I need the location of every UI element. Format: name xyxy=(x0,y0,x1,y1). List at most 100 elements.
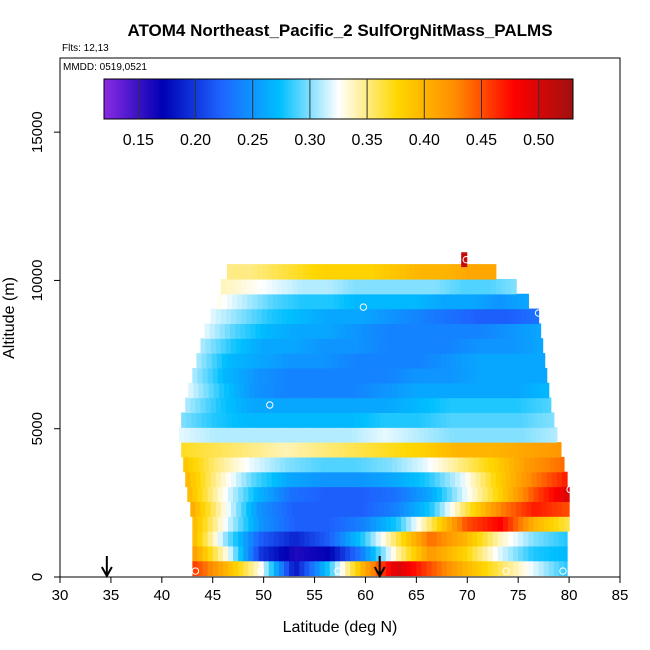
heatmap-cell xyxy=(564,531,568,547)
heatmap-cell xyxy=(192,516,199,532)
heatmap-cell xyxy=(341,382,347,399)
heatmap-cell xyxy=(385,486,392,502)
heatmap-cell xyxy=(404,471,410,488)
heatmap-cell xyxy=(370,545,377,562)
heatmap-cell xyxy=(207,367,214,384)
heatmap-cell xyxy=(268,516,275,532)
heatmap-cell xyxy=(557,442,562,458)
heatmap-cell xyxy=(525,427,531,443)
heatmap-cell xyxy=(461,293,467,310)
heatmap-cell xyxy=(517,442,523,458)
heatmap-cell xyxy=(548,545,555,562)
heatmap-cell xyxy=(302,501,309,517)
heatmap-cell xyxy=(536,501,543,517)
heatmap-cell xyxy=(384,353,391,369)
heatmap-cell xyxy=(558,486,565,502)
heatmap-cell xyxy=(340,531,346,547)
heatmap-cell xyxy=(417,456,424,473)
heatmap-cell xyxy=(450,353,457,369)
heatmap-cell xyxy=(258,367,265,384)
heatmap-cell xyxy=(267,412,274,428)
heatmap-cell xyxy=(344,442,350,458)
heatmap-cell xyxy=(431,531,438,547)
heatmap-cell xyxy=(439,308,446,325)
heatmap-cell xyxy=(209,427,216,443)
heatmap-cell xyxy=(308,264,315,280)
heatmap-cell xyxy=(380,367,387,384)
heatmap-cell xyxy=(231,338,237,354)
heatmap-cell xyxy=(396,545,402,562)
heatmap-cell xyxy=(214,323,221,339)
heatmap-cell xyxy=(466,442,472,458)
heatmap-cell xyxy=(466,264,472,280)
heatmap-cell xyxy=(237,442,243,458)
heatmap-cell xyxy=(426,531,433,547)
heatmap-cell xyxy=(191,412,198,428)
heatmap-cell xyxy=(348,501,354,517)
heatmap-cell xyxy=(460,308,466,325)
heatmap-cell xyxy=(303,353,310,369)
heatmap-cell xyxy=(431,486,438,502)
heatmap-cell xyxy=(268,560,275,577)
heatmap-cell xyxy=(288,353,294,369)
heatmap-cell xyxy=(350,367,356,384)
heatmap-cell xyxy=(396,516,402,532)
heatmap-cell xyxy=(326,323,333,339)
heatmap-cell xyxy=(532,353,539,369)
dates-label: MMDD: 0519,0521 xyxy=(63,62,147,73)
heatmap-cell xyxy=(482,486,489,502)
heatmap-cell xyxy=(490,397,497,413)
heatmap-cell xyxy=(409,338,415,354)
heatmap-cell xyxy=(512,412,518,428)
heatmap-cell xyxy=(500,397,507,413)
latitude-arrow xyxy=(100,556,113,579)
heatmap-cell xyxy=(248,486,255,502)
heatmap-cell xyxy=(200,471,207,488)
heatmap-cell xyxy=(255,323,262,339)
heatmap-cell xyxy=(518,367,524,384)
heatmap-cell xyxy=(216,293,223,310)
heatmap-cell xyxy=(505,501,512,517)
heatmap-cell xyxy=(327,278,334,295)
heatmap-cell xyxy=(322,278,329,295)
heatmap-cell xyxy=(293,442,299,458)
heatmap-cell xyxy=(317,308,324,325)
heatmap-cell xyxy=(332,397,339,413)
heatmap-cell xyxy=(257,293,264,310)
heatmap-cell xyxy=(410,353,416,369)
heatmap-cell xyxy=(564,486,570,502)
heatmap-cell xyxy=(392,323,399,339)
heatmap-cell xyxy=(246,397,253,413)
heatmap-cell xyxy=(424,338,431,354)
heatmap-cell xyxy=(212,560,219,577)
heatmap-cell xyxy=(223,382,230,399)
heatmap-cell xyxy=(454,323,460,339)
heatmap-cell xyxy=(548,516,555,532)
heatmap-cell xyxy=(225,397,232,413)
heatmap-cell xyxy=(466,412,472,428)
heatmap-cell xyxy=(222,531,229,547)
heatmap-cell xyxy=(519,456,525,473)
heatmap-cell xyxy=(493,456,500,473)
heatmap-cell xyxy=(289,367,295,384)
heatmap-cell xyxy=(205,338,212,354)
heatmap-cell xyxy=(328,293,335,310)
heatmap-cell xyxy=(416,486,423,502)
heatmap-cell xyxy=(313,353,320,369)
heatmap-cell xyxy=(281,308,288,325)
heatmap-cell xyxy=(303,293,310,310)
heatmap-cell xyxy=(337,338,344,354)
heatmap-cell xyxy=(445,412,452,428)
heatmap-cell xyxy=(461,353,467,369)
heatmap-cell xyxy=(390,545,397,562)
heatmap-cell xyxy=(423,323,430,339)
heatmap-cell xyxy=(333,442,340,458)
heatmap-cell xyxy=(251,501,258,517)
heatmap-cell xyxy=(234,382,240,399)
heatmap-cell xyxy=(229,456,235,473)
heatmap-cell xyxy=(206,412,213,428)
heatmap-cell xyxy=(249,456,256,473)
heatmap-cell xyxy=(362,427,369,443)
heatmap-cell xyxy=(350,516,356,532)
heatmap-cell xyxy=(373,278,380,295)
